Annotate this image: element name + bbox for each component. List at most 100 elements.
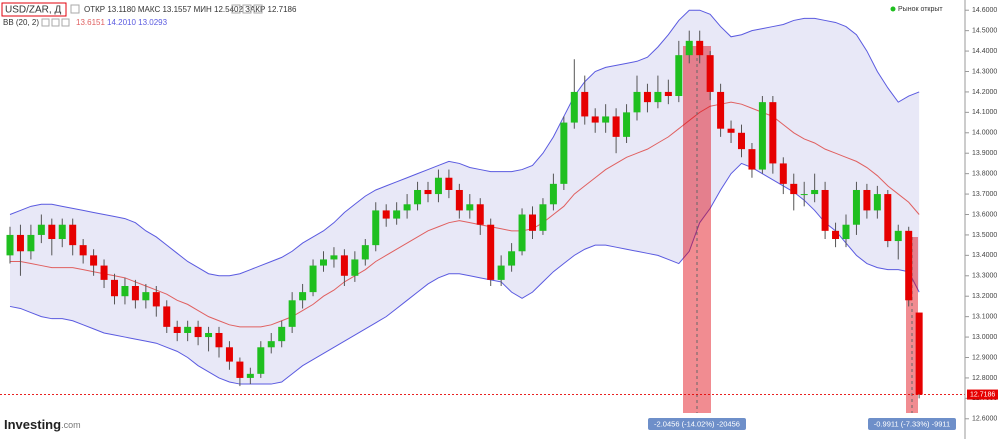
- icon[interactable]: [253, 4, 263, 14]
- candle-body: [37, 224, 45, 235]
- y-tick-label: 13.5000: [972, 232, 997, 239]
- candle-body: [173, 326, 181, 333]
- indicator-label: BB (20, 2): [3, 18, 39, 27]
- candle-body: [581, 91, 589, 117]
- y-tick-label: 14.4000: [972, 48, 997, 55]
- candle-body: [549, 183, 557, 205]
- last-price-box: [967, 389, 998, 400]
- candle-body: [27, 234, 35, 252]
- candle-body: [351, 259, 359, 276]
- overlay-line: [9, 162, 920, 385]
- candle-body: [738, 132, 745, 150]
- measure-label: -2.0456 (-14.02%) -20456: [654, 419, 740, 428]
- candle-body: [309, 265, 317, 293]
- band-fill: [10, 10, 920, 385]
- overlay-line: [10, 101, 920, 328]
- candle-body: [340, 255, 348, 276]
- candle-body: [215, 332, 223, 348]
- candle-body: [497, 265, 505, 280]
- candle-body: [100, 265, 108, 280]
- candle-body: [758, 102, 766, 170]
- candle-body: [79, 245, 87, 256]
- candle-body: [769, 102, 777, 164]
- candle-body: [811, 189, 819, 195]
- candle-body: [48, 224, 56, 240]
- y-tick-label: 14.6000: [972, 7, 997, 14]
- y-tick-label: 13.2000: [972, 293, 997, 300]
- candle-body: [299, 292, 307, 301]
- plot: [0, 30, 965, 399]
- candle-body: [873, 194, 881, 211]
- candle-body: [403, 204, 411, 211]
- measure-label-box: [648, 418, 746, 430]
- candle-body: [382, 210, 390, 219]
- icon[interactable]: [61, 18, 70, 27]
- candle-body: [184, 326, 192, 333]
- candle-body: [842, 224, 850, 240]
- icon[interactable]: [231, 4, 241, 14]
- candle-body: [905, 230, 913, 301]
- candle-body: [696, 40, 704, 56]
- y-tick-label: 12.9000: [972, 354, 997, 361]
- icon[interactable]: [51, 18, 60, 27]
- candle-body: [361, 245, 369, 260]
- candle-body: [852, 189, 860, 225]
- y-tick-label: 12.8000: [972, 375, 997, 382]
- logo-suffix: .com: [61, 420, 81, 430]
- candle-body: [643, 91, 651, 103]
- symbol[interactable]: USD/ZAR, Д: [5, 5, 61, 16]
- candle-body: [915, 312, 923, 395]
- candle-body: [727, 128, 735, 133]
- logo-name: Investing: [4, 417, 61, 432]
- candle-body: [894, 230, 902, 242]
- candle-body: [434, 177, 442, 195]
- candle-body: [121, 286, 129, 297]
- status-dot: [890, 6, 896, 12]
- candle-body: [821, 189, 829, 231]
- candle-body: [111, 279, 118, 297]
- candle-body: [225, 347, 233, 362]
- y-tick-label: 13.4000: [972, 252, 997, 259]
- candle-body: [832, 230, 840, 240]
- candle-body: [372, 210, 380, 246]
- candle-body: [58, 224, 66, 240]
- y-tick-label: 13.7000: [972, 191, 997, 198]
- candle-body: [142, 292, 150, 301]
- candle-body: [633, 91, 641, 113]
- icon[interactable]: [242, 4, 252, 14]
- candle-body: [748, 149, 756, 170]
- candle-body: [779, 163, 787, 184]
- y-tick-label: 13.9000: [972, 150, 997, 157]
- candle-body: [393, 210, 401, 219]
- indicator-middle: 13.6151: [76, 18, 105, 27]
- candle-body: [414, 189, 422, 205]
- candle-body: [278, 326, 286, 342]
- measure-label: -0.9911 (-7.33%) -9911: [874, 419, 950, 428]
- candle-body: [591, 116, 599, 123]
- candle-body: [163, 306, 171, 327]
- indicator-bands: 14.2010 13.0293: [107, 18, 168, 27]
- y-tick-label: 12.6000: [972, 416, 997, 423]
- candle-body: [508, 251, 516, 266]
- candle-body: [790, 183, 798, 195]
- icon[interactable]: [70, 4, 80, 14]
- symbol-box[interactable]: [1, 2, 67, 17]
- candle-body: [685, 40, 693, 56]
- candle-body: [487, 224, 495, 280]
- candle-body: [675, 55, 683, 97]
- candle-body: [445, 177, 453, 190]
- candle-body: [476, 204, 484, 225]
- y-tick-label: 14.5000: [972, 27, 997, 34]
- y-tick-label: 13.8000: [972, 170, 997, 177]
- icon[interactable]: [41, 18, 50, 27]
- measure-label-box: [868, 418, 956, 430]
- logo: Investing.com: [4, 417, 81, 432]
- y-tick-label: 14.0000: [972, 130, 997, 137]
- candle-body: [267, 341, 275, 348]
- status: Рынок открыт: [898, 6, 943, 13]
- candle-body: [518, 214, 526, 252]
- candle-body: [612, 116, 620, 137]
- y-tick-label: 14.3000: [972, 68, 997, 75]
- candle-body: [623, 112, 631, 137]
